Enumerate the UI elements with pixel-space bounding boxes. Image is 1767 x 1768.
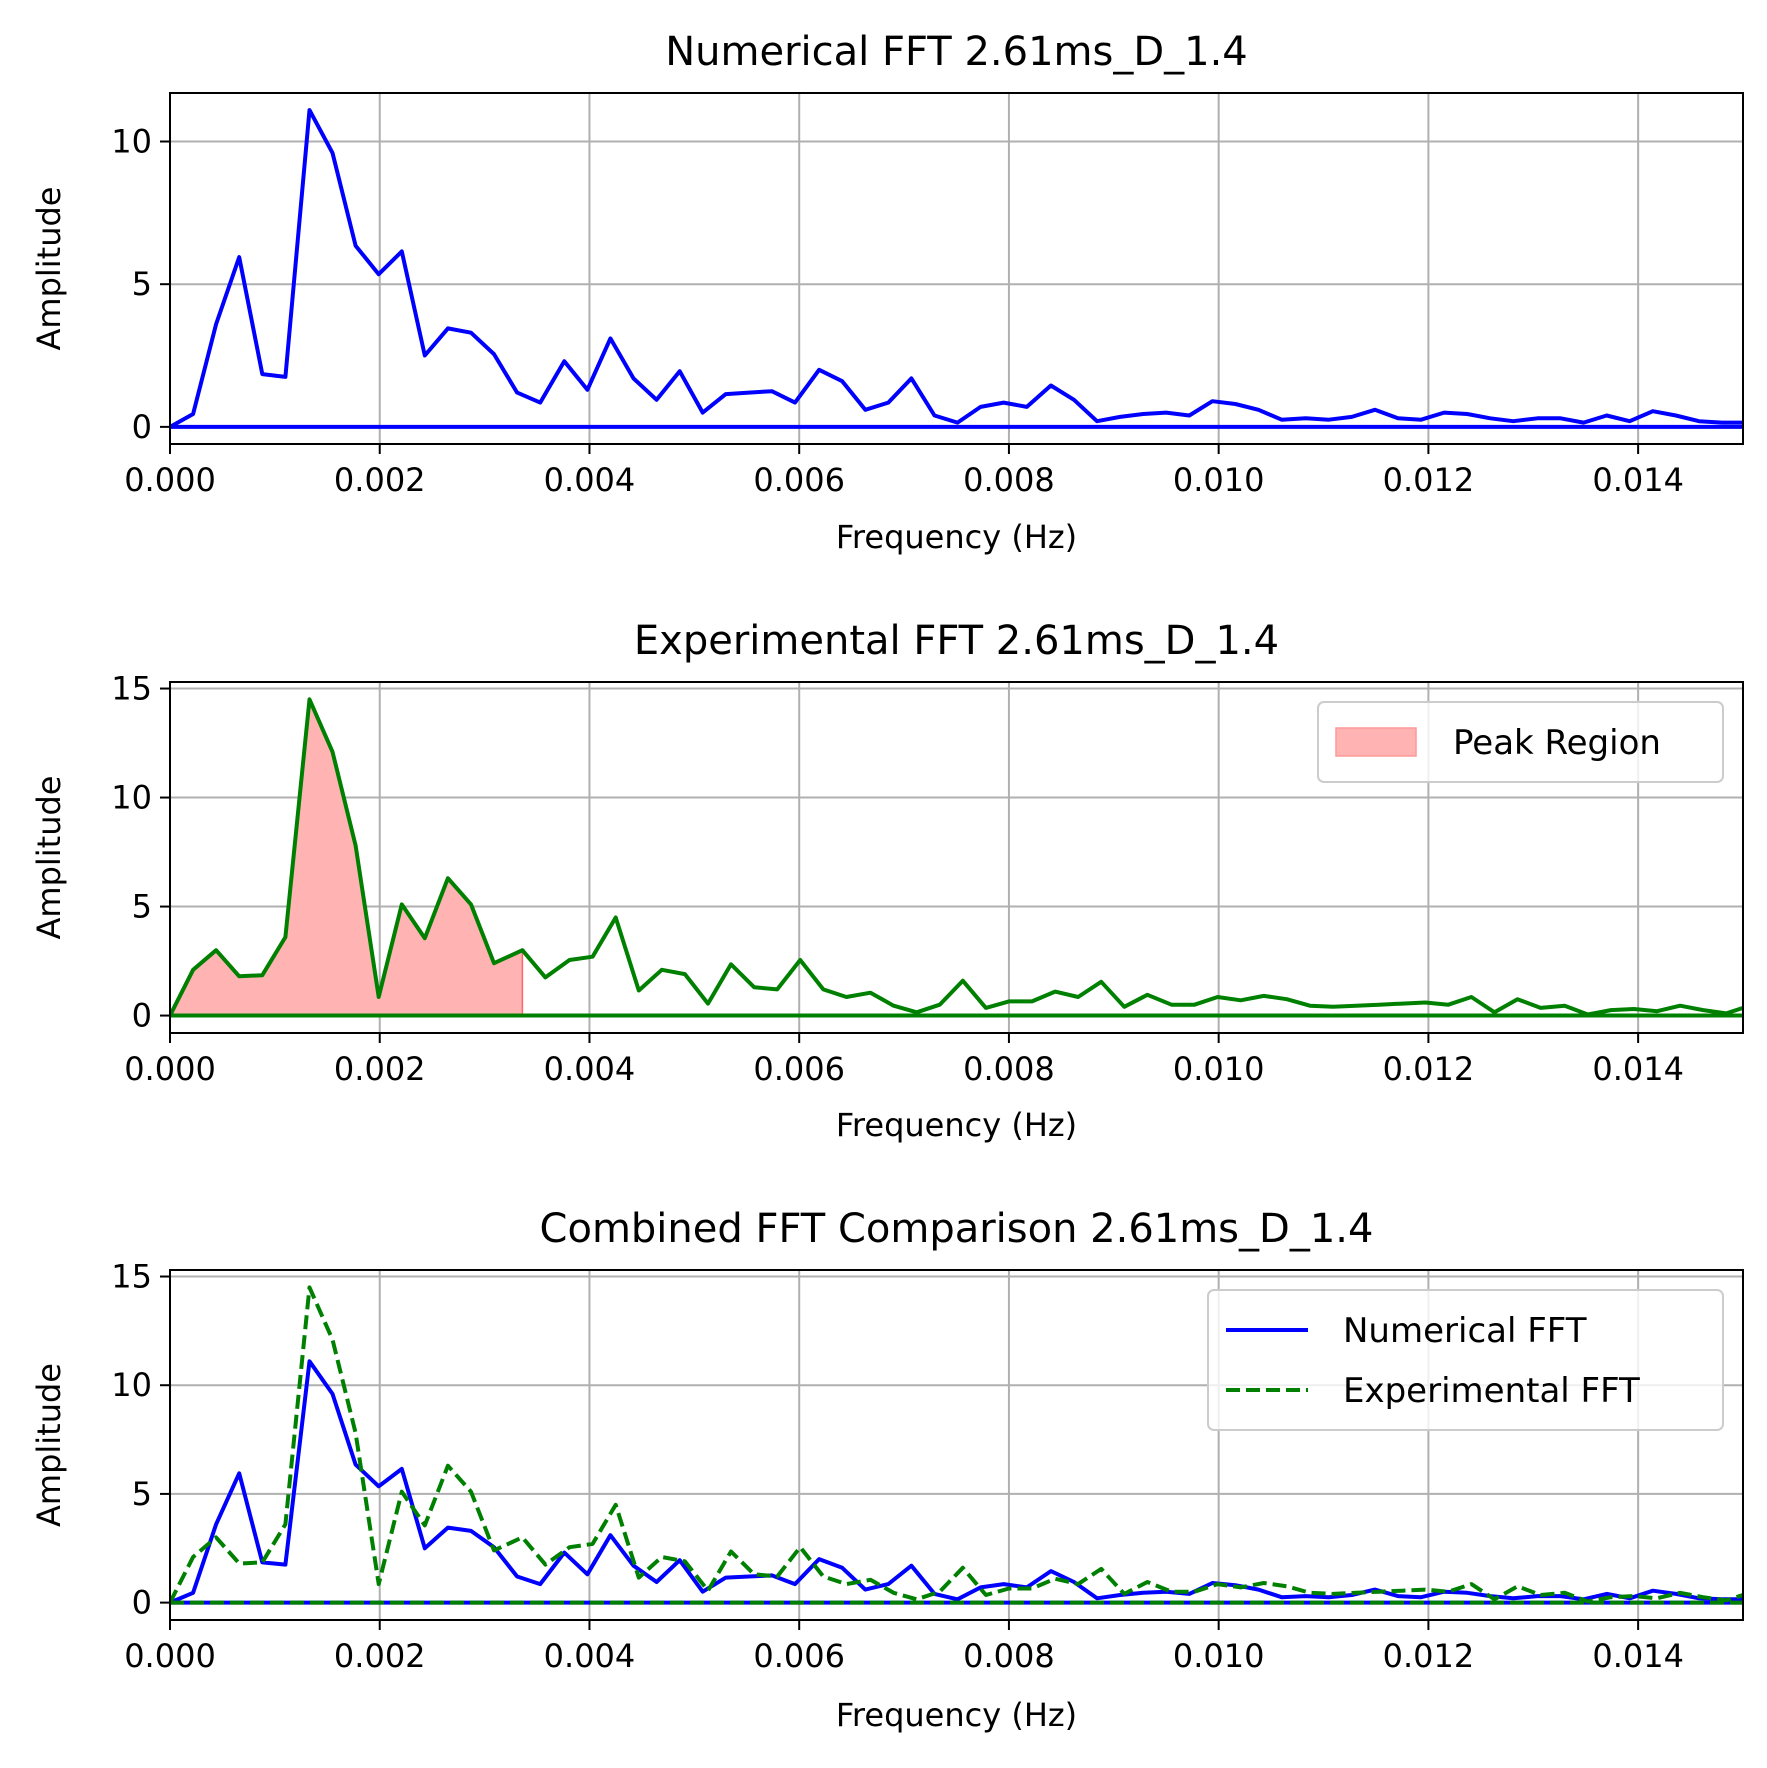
x-tick-label: 0.002 [334, 461, 426, 499]
x-tick-label: 0.008 [963, 1050, 1055, 1088]
chart-title: Numerical FFT 2.61ms_D_1.4 [665, 29, 1247, 75]
y-tick-label: 0 [132, 1584, 152, 1622]
y-tick-label: 10 [111, 1366, 152, 1404]
y-axis-label: Amplitude [30, 187, 68, 351]
x-tick-label: 0.010 [1173, 461, 1265, 499]
experimental-fft-panel: 0.000 0.002 0.004 0.006 0.008 0.010 0.012 0.014… [30, 618, 1744, 1144]
x-tick-label: 0.010 [1173, 1637, 1265, 1675]
x-tick-label: 0.002 [334, 1637, 426, 1675]
legend-label: Experimental FFT [1343, 1371, 1640, 1411]
x-tick-label: 0.012 [1383, 461, 1475, 499]
axes-frame [169, 1269, 1744, 1621]
x-tick-label: 0.008 [963, 461, 1055, 499]
x-tick-label: 0.014 [1592, 1050, 1684, 1088]
y-tick-label: 5 [132, 265, 152, 303]
experimental-series-line [170, 1285, 1743, 1604]
y-axis-label: Amplitude [30, 776, 68, 940]
x-tick-label: 0.004 [544, 1637, 636, 1675]
y-tick-label: 15 [111, 1258, 152, 1296]
x-tick-label: 0.008 [963, 1637, 1055, 1675]
legend-label: Numerical FFT [1343, 1311, 1587, 1351]
legend: Numerical FFT Experimental FFT [1207, 1289, 1724, 1431]
x-tick-label: 0.004 [544, 1050, 636, 1088]
x-tick-label: 0.012 [1383, 1050, 1475, 1088]
legend-box [1317, 701, 1724, 783]
y-axis-label: Amplitude [30, 1363, 68, 1527]
x-tick-label: 0.014 [1592, 1637, 1684, 1675]
x-tick-label: 0.000 [124, 1637, 216, 1675]
x-tick-label: 0.002 [334, 1050, 426, 1088]
y-tick-label: 15 [111, 670, 152, 708]
y-tick-label: 10 [111, 779, 152, 817]
x-axis-label: Frequency (Hz) [836, 518, 1077, 556]
x-tick-label: 0.004 [544, 461, 636, 499]
y-tick-label: 0 [132, 408, 152, 446]
x-tick-label: 0.000 [124, 1050, 216, 1088]
axes-frame [169, 92, 1744, 445]
x-tick-label: 0.012 [1383, 1637, 1475, 1675]
x-tick-label: 0.006 [753, 1637, 845, 1675]
peak-region-fill [170, 696, 524, 1017]
x-axis-label: Frequency (Hz) [836, 1106, 1077, 1144]
y-tick-label: 5 [132, 888, 152, 926]
combined-fft-panel: 0.000 0.002 0.004 0.006 0.008 0.010 0.012 0.014… [30, 1206, 1744, 1734]
x-tick-label: 0.000 [124, 461, 216, 499]
legend-box [1207, 1289, 1724, 1431]
series-line [170, 697, 1743, 1017]
numerical-fft-panel: 0.000 0.002 0.004 0.006 0.008 0.010 0.012 0.014… [30, 29, 1744, 556]
chart-title: Experimental FFT 2.61ms_D_1.4 [634, 618, 1279, 664]
x-tick-label: 0.010 [1173, 1050, 1265, 1088]
x-tick-label: 0.006 [753, 461, 845, 499]
plot-area [170, 1285, 1743, 1605]
chart-title: Combined FFT Comparison 2.61ms_D_1.4 [540, 1206, 1374, 1252]
plot-area [170, 108, 1743, 429]
y-tick-label: 5 [132, 1475, 152, 1513]
legend-patch [1335, 727, 1417, 757]
legend: Peak Region [1317, 701, 1724, 783]
x-tick-label: 0.014 [1592, 461, 1684, 499]
y-tick-label: 0 [132, 997, 152, 1035]
series-line [170, 108, 1743, 429]
y-tick-label: 10 [111, 123, 152, 161]
x-tick-label: 0.006 [753, 1050, 845, 1088]
legend-label: Peak Region [1453, 723, 1661, 763]
x-axis-label: Frequency (Hz) [836, 1696, 1077, 1734]
plot-area [170, 696, 1743, 1018]
numerical-series-line [170, 1359, 1743, 1605]
axes-frame [169, 681, 1744, 1034]
